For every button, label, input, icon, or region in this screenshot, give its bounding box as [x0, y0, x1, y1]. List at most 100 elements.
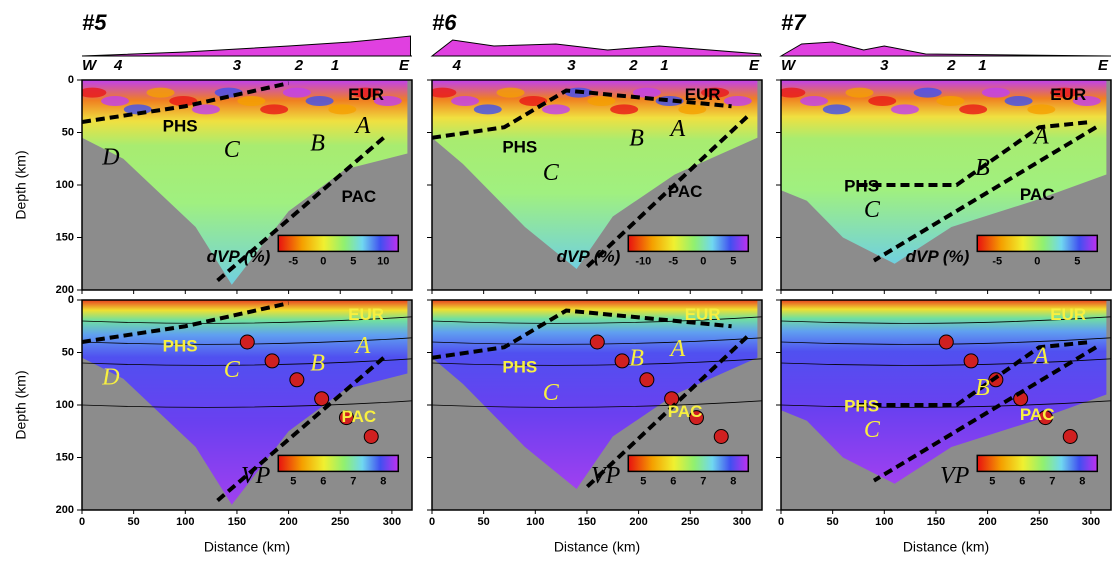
focal-mechanism	[963, 353, 979, 369]
panel-title: #5	[82, 10, 107, 35]
plate-label: EUR	[348, 305, 384, 324]
anomaly	[282, 87, 311, 98]
y-tick-label: 0	[68, 74, 74, 86]
anomaly	[328, 104, 357, 115]
section-marker: 4	[452, 57, 462, 74]
colorbar-tick-label: 0	[700, 255, 706, 267]
plate-boundary	[858, 340, 1092, 407]
x-tick-label: 300	[1082, 516, 1100, 528]
anomaly	[82, 87, 107, 98]
colorbar-tick-label: 6	[320, 475, 326, 487]
colorbar-tick-label: -5	[668, 255, 678, 267]
colorbar-tick-label: 7	[700, 475, 706, 487]
colorbar-tick-label: 8	[380, 475, 386, 487]
plate-label: PAC	[668, 402, 703, 421]
x-tick-label: 0	[429, 516, 435, 528]
y-tick-label: 150	[56, 451, 74, 463]
contour	[781, 358, 1111, 366]
plate-boundary	[214, 136, 385, 284]
section-marker: 2	[628, 57, 638, 74]
anomaly	[981, 87, 1010, 98]
x-tick-label: 150	[228, 516, 246, 528]
plate-label: PHS	[502, 358, 537, 377]
plate-label: PHS	[163, 337, 198, 356]
plate-label: PAC	[1020, 405, 1055, 424]
y-tick-label: 200	[56, 284, 74, 296]
plate-label: EUR	[1050, 305, 1086, 324]
anomaly	[959, 104, 988, 115]
x-tick-label: 150	[927, 516, 945, 528]
focal-mechanism	[614, 353, 630, 369]
anomaly	[191, 104, 220, 115]
section-marker: W	[781, 57, 797, 74]
anomaly	[169, 96, 198, 106]
colorbar-tick-label: 0	[320, 255, 326, 267]
section-marker: 1	[978, 57, 986, 74]
colorbar-label: VP	[241, 463, 271, 489]
x-tick-label: 250	[1030, 516, 1048, 528]
plate-boundary	[585, 115, 749, 269]
contour	[82, 400, 412, 408]
x-tick-label: 100	[176, 516, 194, 528]
y-tick-label: 150	[56, 231, 74, 243]
contour	[432, 358, 762, 366]
panel-image	[82, 80, 408, 285]
anomaly	[237, 96, 266, 106]
x-tick-label: 100	[875, 516, 893, 528]
colorbar-tick-label: 5	[730, 255, 736, 267]
anomaly	[868, 96, 897, 106]
x-tick-label: 300	[733, 516, 751, 528]
colorbar-tick-label: 10	[377, 255, 389, 267]
panel-image	[82, 300, 412, 505]
region-letter: A	[354, 113, 371, 139]
region-letter: A	[1032, 343, 1049, 369]
plate-label: PHS	[163, 117, 198, 136]
x-axis-label: Distance (km)	[554, 539, 640, 555]
y-tick-label: 100	[56, 399, 74, 411]
colorbar	[627, 234, 750, 253]
anomaly	[701, 87, 730, 98]
focal-mechanism	[338, 410, 354, 426]
plate-label: PHS	[502, 138, 537, 157]
anomaly	[678, 104, 707, 115]
colorbar	[976, 454, 1099, 473]
contour	[781, 316, 1111, 324]
anomaly	[587, 96, 616, 106]
velocity-region	[781, 80, 1107, 264]
x-tick-label: 300	[383, 516, 401, 528]
section-marker: 3	[567, 57, 576, 74]
panel-title: #6	[432, 10, 457, 35]
colorbar-tick-label: 8	[730, 475, 736, 487]
region-letter: C	[224, 357, 241, 383]
topography	[81, 35, 411, 57]
y-axis-label: Depth (km)	[13, 370, 29, 439]
anomaly	[451, 96, 480, 106]
anomaly	[373, 96, 402, 106]
colorbar-tick-label: 5	[989, 475, 995, 487]
plate-boundary	[858, 120, 1092, 187]
region-letter: B	[310, 131, 325, 157]
anomaly	[610, 104, 639, 115]
contour	[432, 400, 762, 408]
anomaly	[432, 87, 457, 98]
panel-image	[781, 80, 1107, 264]
x-tick-label: 200	[629, 516, 647, 528]
colorbar-label: VP	[591, 463, 621, 489]
colorbar-label: dVP (%)	[557, 247, 621, 266]
plate-label: PAC	[668, 182, 703, 201]
colorbar-tick-label: 5	[290, 475, 296, 487]
section-marker: E	[749, 57, 760, 74]
section-marker: 1	[331, 57, 339, 74]
focal-mechanism	[264, 353, 280, 369]
colorbar-tick-label: -5	[992, 255, 1002, 267]
x-tick-label: 200	[279, 516, 297, 528]
panel-image	[781, 300, 1111, 484]
focal-mechanism	[639, 372, 655, 388]
focal-mechanism	[289, 372, 305, 388]
plate-boundary	[872, 345, 1098, 483]
anomaly	[1050, 87, 1079, 98]
plate-boundary	[82, 81, 290, 124]
plate-label: PHS	[844, 397, 879, 416]
x-tick-label: 50	[128, 516, 140, 528]
anomaly	[260, 104, 289, 115]
